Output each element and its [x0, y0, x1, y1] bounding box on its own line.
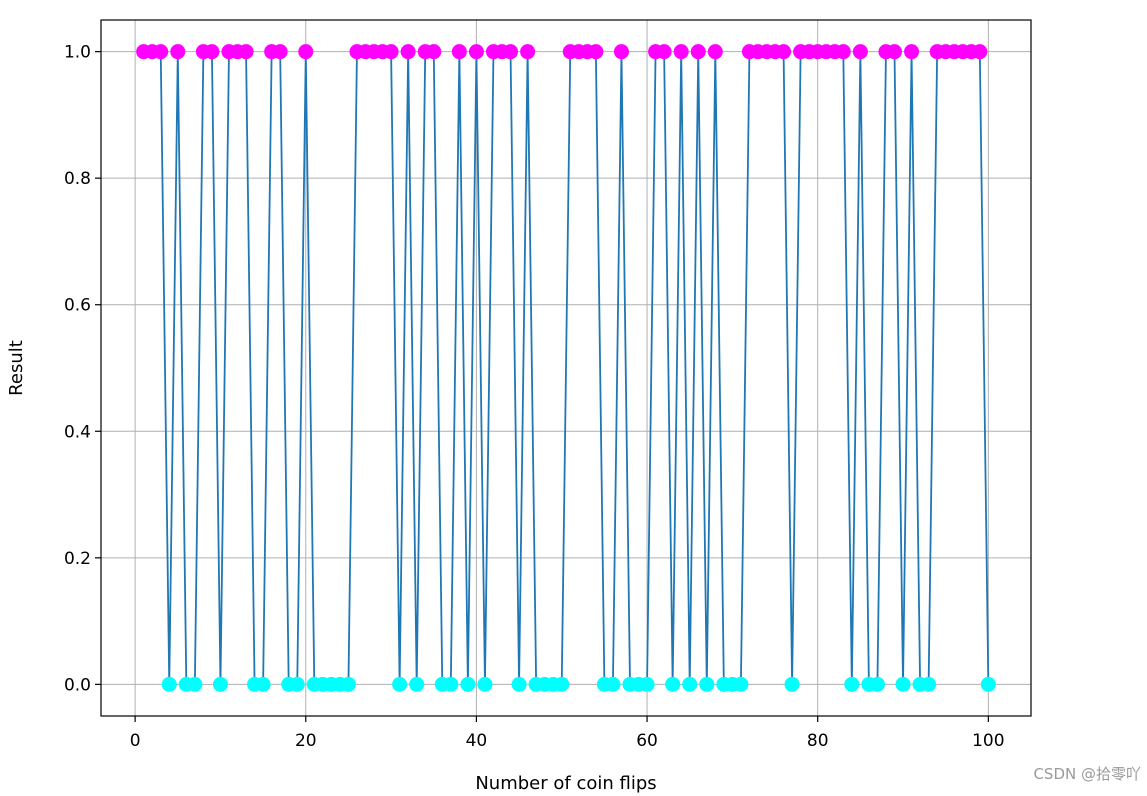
x-tick-label: 0 [130, 731, 141, 751]
data-point-heads [468, 44, 484, 60]
data-point-tails [161, 676, 177, 692]
data-point-heads [153, 44, 169, 60]
data-point-tails [733, 676, 749, 692]
data-point-heads [520, 44, 536, 60]
data-point-heads [904, 44, 920, 60]
y-tick-label: 0.4 [64, 422, 91, 442]
data-point-heads [298, 44, 314, 60]
data-point-heads [204, 44, 220, 60]
data-point-heads [503, 44, 519, 60]
data-point-tails [921, 676, 937, 692]
data-point-heads [690, 44, 706, 60]
series-line-layer [143, 50, 990, 686]
data-point-heads [656, 44, 672, 60]
data-point-heads [972, 44, 988, 60]
data-point-tails [784, 676, 800, 692]
y-tick-label: 1.0 [64, 43, 91, 63]
data-point-tails [212, 676, 228, 692]
data-point-heads [776, 44, 792, 60]
watermark: CSDN @拾零吖 [1033, 765, 1141, 783]
data-point-tails [409, 676, 425, 692]
data-point-heads [707, 44, 723, 60]
data-point-tails [460, 676, 476, 692]
y-axis-label: Result [6, 340, 27, 396]
x-tick-label: 100 [972, 731, 1004, 751]
x-tick-label: 20 [295, 731, 317, 751]
data-point-heads [886, 44, 902, 60]
x-axis-label: Number of coin flips [475, 773, 656, 794]
data-point-tails [869, 676, 885, 692]
data-point-tails [289, 676, 305, 692]
y-tick-label: 0.2 [64, 549, 91, 569]
x-tick-label: 60 [636, 731, 658, 751]
marker-layer [136, 44, 996, 692]
data-point-heads [613, 44, 629, 60]
data-point-tails [554, 676, 570, 692]
y-tick-label: 0.6 [64, 296, 91, 316]
data-point-tails [605, 676, 621, 692]
data-point-tails [255, 676, 271, 692]
data-point-tails [844, 676, 860, 692]
data-point-tails [665, 676, 681, 692]
data-point-heads [673, 44, 689, 60]
data-point-tails [187, 676, 203, 692]
data-point-tails [980, 676, 996, 692]
data-point-tails [682, 676, 698, 692]
data-point-heads [272, 44, 288, 60]
x-tick-label: 80 [807, 731, 829, 751]
data-point-tails [443, 676, 459, 692]
y-tick-label: 0.0 [64, 675, 91, 695]
data-point-tails [392, 676, 408, 692]
data-point-heads [383, 44, 399, 60]
y-axis-ticks: 0.0 0.2 0.4 0.6 0.8 1.0 [64, 43, 101, 695]
data-point-tails [340, 676, 356, 692]
data-point-heads [400, 44, 416, 60]
y-tick-label: 0.8 [64, 169, 91, 189]
data-point-tails [511, 676, 527, 692]
x-axis-ticks: 0 20 40 60 80 100 [130, 716, 1005, 751]
series-line [143, 50, 990, 686]
data-point-heads [588, 44, 604, 60]
data-point-heads [852, 44, 868, 60]
x-tick-label: 40 [466, 731, 488, 751]
data-point-heads [426, 44, 442, 60]
data-point-tails [699, 676, 715, 692]
data-point-heads [170, 44, 186, 60]
data-point-tails [477, 676, 493, 692]
data-point-tails [895, 676, 911, 692]
data-point-heads [451, 44, 467, 60]
plot-frame [100, 19, 1032, 717]
data-point-heads [238, 44, 254, 60]
data-point-tails [639, 676, 655, 692]
data-point-heads [835, 44, 851, 60]
